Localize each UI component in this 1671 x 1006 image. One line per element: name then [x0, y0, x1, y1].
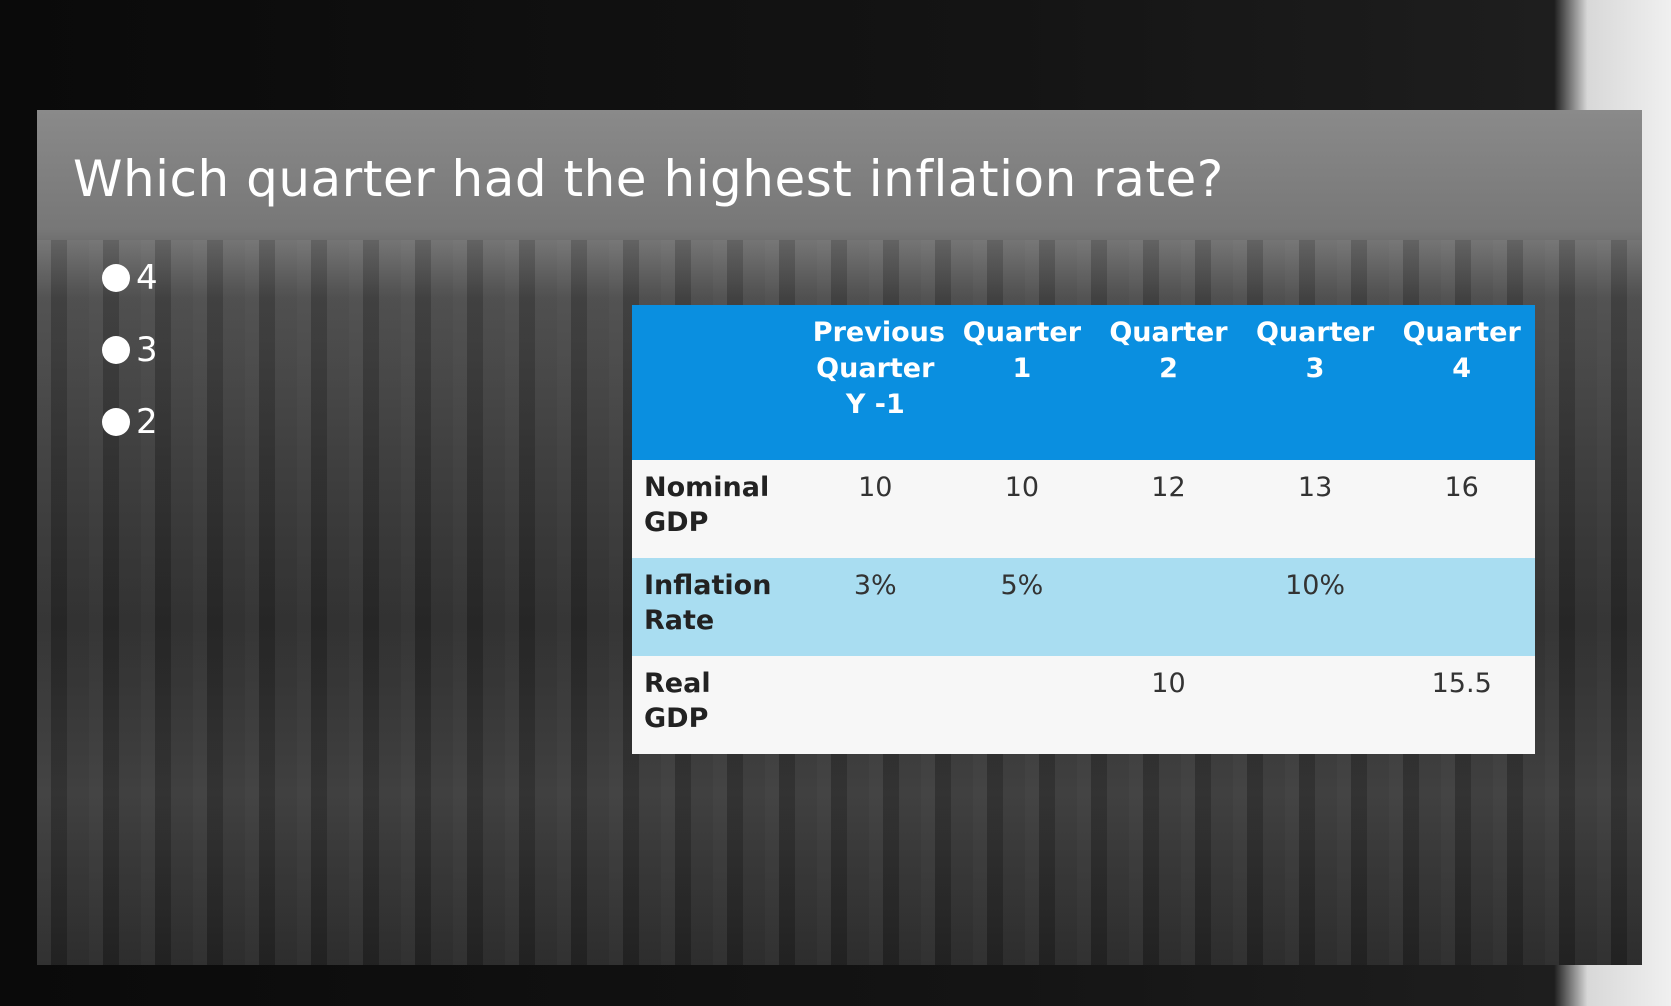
table-row: Real GDP 10 15.5: [632, 656, 1535, 754]
radio-button[interactable]: [102, 408, 130, 436]
header-cell: Quarter 2: [1095, 305, 1242, 460]
table-row: Inflation Rate 3% 5% 10%: [632, 558, 1535, 656]
cell-text: 13: [1297, 472, 1333, 503]
table-cell: 10: [802, 460, 949, 558]
table-cell: 3%: [802, 558, 949, 656]
table-cell: [1095, 558, 1242, 656]
answer-option[interactable]: 4: [102, 258, 158, 298]
table-cell: 13: [1241, 460, 1389, 558]
table-cell: 10: [948, 460, 1096, 558]
cell-text: 12: [1151, 472, 1186, 503]
option-label: 2: [136, 402, 158, 442]
table-cell: [948, 656, 1096, 754]
table-cell: 5%: [948, 558, 1096, 656]
table-cell: [802, 656, 949, 754]
table-cell: 10: [1095, 656, 1242, 754]
cell-text: 16: [1444, 472, 1479, 503]
table-cell: 12: [1095, 460, 1242, 558]
slide: Which quarter had the highest inflation …: [37, 110, 1642, 965]
cell-text: Nominal GDP: [644, 472, 770, 538]
header-text: Quarter 2: [1109, 317, 1228, 384]
row-label: Nominal GDP: [632, 460, 802, 558]
header-cell: Previous Quarter Y -1: [802, 305, 949, 460]
option-label: 4: [136, 258, 158, 298]
header-text: Previous Quarter Y -1: [812, 317, 945, 420]
row-label: Inflation Rate: [632, 558, 802, 656]
radio-button[interactable]: [102, 264, 130, 292]
table-cell: 10%: [1241, 558, 1389, 656]
cell-text: 10: [1151, 668, 1186, 699]
cell-text: 3%: [853, 570, 897, 601]
table-row: Nominal GDP 10 10 12 13 16: [632, 460, 1535, 558]
data-table: Previous Quarter Y -1 Quarter 1 Quarter 2 Q…: [632, 305, 1535, 754]
header-cell: Quarter 3: [1241, 305, 1389, 460]
header-text: Quarter 4: [1402, 317, 1521, 384]
header-cell: [632, 305, 802, 460]
answer-option[interactable]: 2: [102, 402, 158, 442]
header-text: Quarter 3: [1255, 317, 1375, 384]
cell-text: 10: [1004, 472, 1040, 503]
cell-text: Inflation Rate: [644, 570, 772, 636]
cell-text: Real GDP: [644, 668, 711, 734]
header-cell: Quarter 1: [948, 305, 1096, 460]
table-cell: 15.5: [1388, 656, 1535, 754]
cell-text: 15.5: [1431, 668, 1492, 699]
table-cell: [1241, 656, 1389, 754]
radio-button[interactable]: [102, 336, 130, 364]
table-cell: [1388, 558, 1535, 656]
table-cell: 16: [1388, 460, 1535, 558]
header-cell: Quarter 4: [1388, 305, 1535, 460]
cell-text: 10: [858, 472, 893, 503]
row-label: Real GDP: [632, 656, 802, 754]
option-label: 3: [136, 330, 158, 370]
question: Which quarter had the highest inflation …: [73, 150, 1224, 208]
cell-text: 10%: [1285, 570, 1346, 601]
cell-text: 5%: [1000, 570, 1044, 601]
header-text: Quarter 1: [962, 317, 1082, 384]
answer-option[interactable]: 3: [102, 330, 158, 370]
header-row: Previous Quarter Y -1 Quarter 1 Quarter 2 Q…: [632, 305, 1535, 460]
